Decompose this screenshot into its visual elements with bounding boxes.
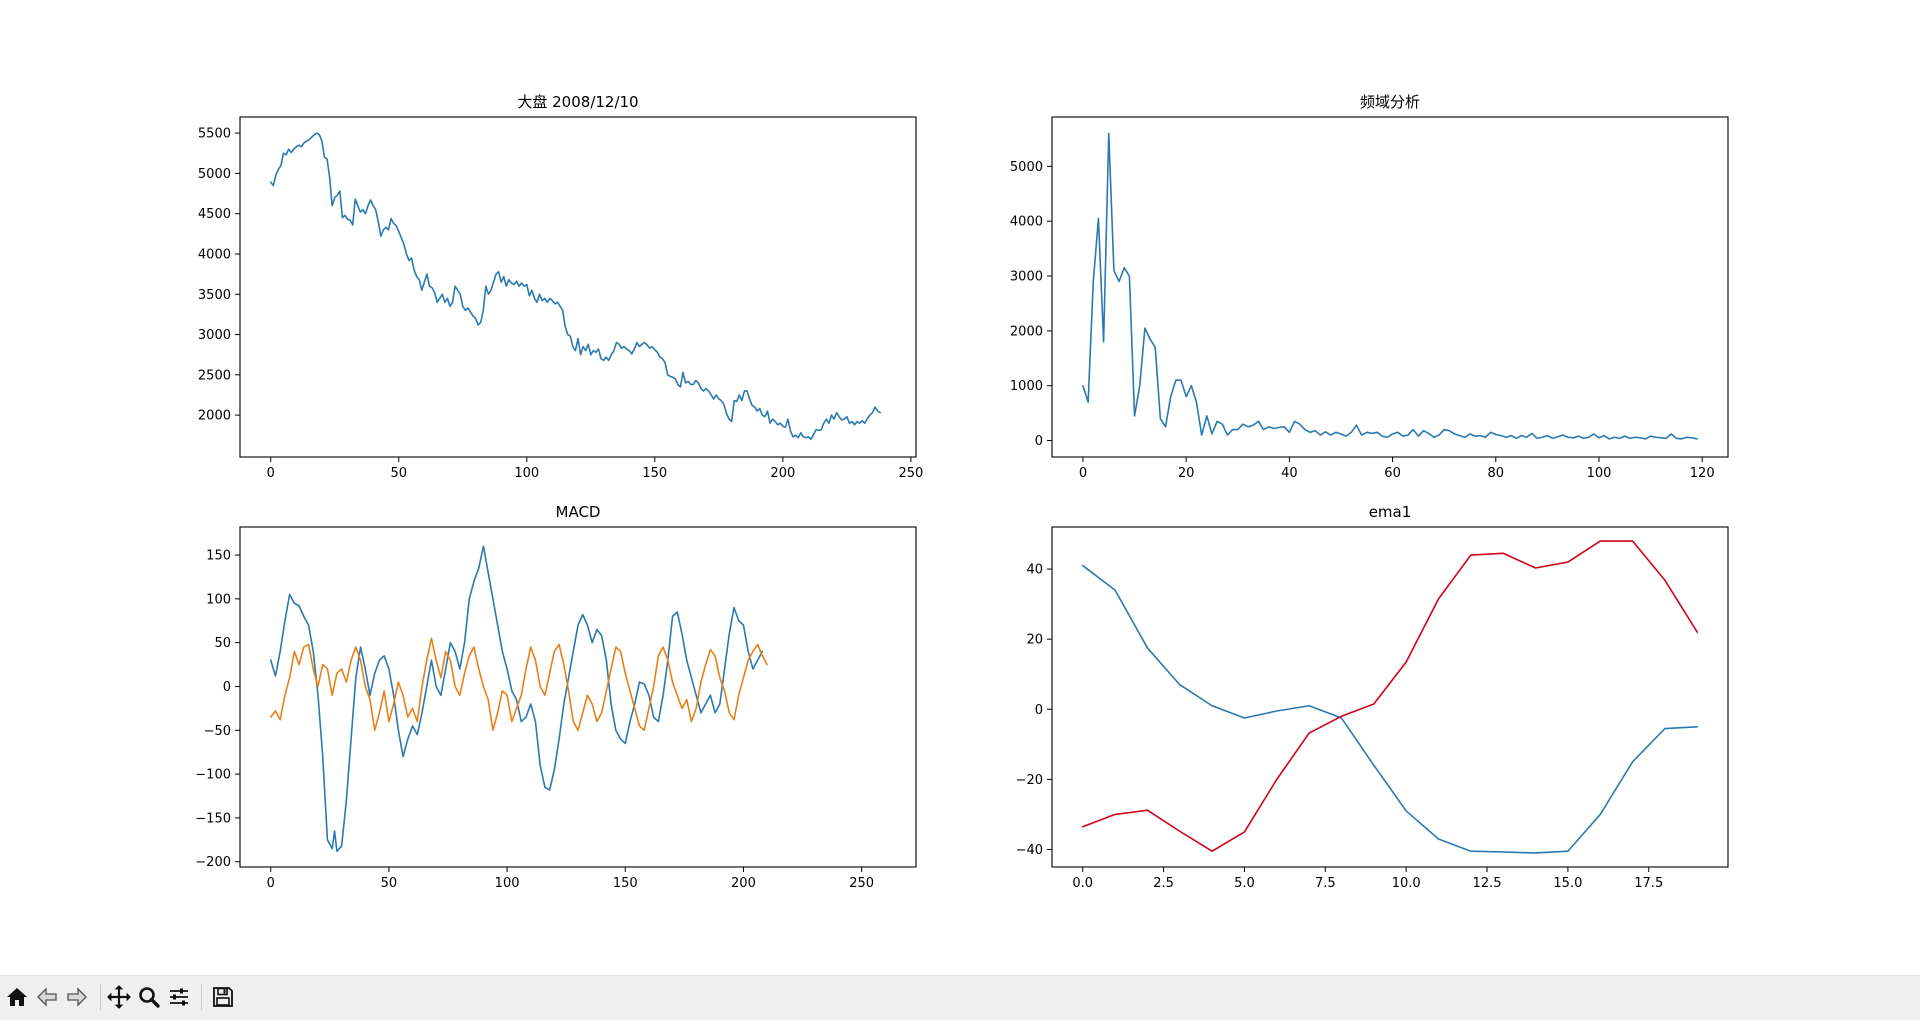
y-tick-label: 50 xyxy=(214,636,231,651)
x-tick-label: 10.0 xyxy=(1392,876,1421,891)
x-tick-label: 250 xyxy=(898,466,923,481)
y-tick-label: −50 xyxy=(204,724,231,739)
sliders-icon xyxy=(170,988,188,1006)
chart-title: 频域分析 xyxy=(1360,93,1420,111)
x-tick-label: 12.5 xyxy=(1473,876,1502,891)
y-tick-label: 5000 xyxy=(198,167,231,182)
y-tick-label: −20 xyxy=(1016,773,1043,788)
x-tick-label: 150 xyxy=(642,466,667,481)
pan-button[interactable] xyxy=(104,982,134,1012)
figure-svg: 0 50 100 150 200 2502000250030003500400045005… xyxy=(195,93,1729,891)
plot-area[interactable] xyxy=(240,117,916,457)
axes-price: 0 50 100 150 200 250 2000 2500 3000 3500 4000 4500 5… xyxy=(198,93,923,481)
x-tick-label: 100 xyxy=(514,466,539,481)
y-tick-label: 0 xyxy=(1035,703,1043,718)
x-tick-label: 200 xyxy=(770,466,795,481)
x-tick-label: 17.5 xyxy=(1634,876,1663,891)
x-tick-label: 40 xyxy=(1281,466,1298,481)
home-icon xyxy=(7,988,27,1006)
x-tick-label: 7.5 xyxy=(1315,876,1336,891)
home-button[interactable] xyxy=(2,982,32,1012)
x-tick-label: 150 xyxy=(613,876,638,891)
x-tick-label: 100 xyxy=(1587,466,1612,481)
x-tick-label: 50 xyxy=(381,876,398,891)
y-tick-label: 4000 xyxy=(198,247,231,262)
y-tick-label: 4000 xyxy=(1010,215,1043,230)
y-tick-label: 3500 xyxy=(198,288,231,303)
series-line-1 xyxy=(1081,564,1699,854)
y-tick-label: 4500 xyxy=(198,207,231,222)
x-tick-label: 80 xyxy=(1488,466,1505,481)
x-tick-label: 0 xyxy=(267,466,275,481)
floppy-disk-icon xyxy=(213,987,233,1007)
y-tick-label: 2500 xyxy=(198,368,231,383)
y-tick-label: 150 xyxy=(206,549,231,564)
y-tick-label: −200 xyxy=(195,855,231,870)
plot-area[interactable] xyxy=(240,527,916,867)
series-line-2 xyxy=(1081,540,1699,853)
axes-frame xyxy=(1051,526,1729,868)
arrow-right-icon xyxy=(67,987,87,1007)
y-tick-label: −100 xyxy=(195,768,231,783)
plot-area[interactable] xyxy=(1052,527,1728,867)
y-tick-label: 3000 xyxy=(198,328,231,343)
x-tick-label: 20 xyxy=(1178,466,1195,481)
x-tick-label: 60 xyxy=(1384,466,1401,481)
x-tick-label: 120 xyxy=(1690,466,1715,481)
y-tick-label: 5000 xyxy=(1010,160,1043,175)
x-tick-label: 0 xyxy=(267,876,275,891)
x-tick-label: 250 xyxy=(849,876,874,891)
figure-canvas: 0 50 100 150 200 250 2000 2500 3000 3500 4000 4500 5… xyxy=(195,93,1729,891)
arrow-left-icon xyxy=(37,987,57,1007)
navigation-toolbar xyxy=(0,975,1920,1020)
y-tick-label: 1000 xyxy=(1010,379,1043,394)
axes-frame xyxy=(1051,116,1729,458)
chart-title: ema1 xyxy=(1369,503,1412,521)
save-button[interactable] xyxy=(208,982,238,1012)
axes-ema1: 0.0 2.5 5.0 7.5 10.0 12.5 15.0 17.5 −40 −20 0 20 40 e… xyxy=(1016,503,1729,891)
chart-title: MACD xyxy=(556,503,601,521)
x-tick-label: 100 xyxy=(495,876,520,891)
plot-area[interactable] xyxy=(1052,117,1728,457)
x-tick-label: 2.5 xyxy=(1153,876,1174,891)
x-tick-label: 0.0 xyxy=(1072,876,1093,891)
zoom-button[interactable] xyxy=(134,982,164,1012)
toolbar-separator xyxy=(100,984,101,1010)
back-button[interactable] xyxy=(32,982,62,1012)
y-tick-label: −150 xyxy=(195,811,231,826)
y-tick-label: −40 xyxy=(1016,843,1043,858)
y-tick-label: 0 xyxy=(223,680,231,695)
y-tick-label: 100 xyxy=(206,592,231,607)
forward-button[interactable] xyxy=(62,982,92,1012)
axes-frame xyxy=(239,116,917,458)
magnifier-icon xyxy=(139,987,160,1008)
x-tick-label: 5.0 xyxy=(1234,876,1255,891)
y-tick-label: 5500 xyxy=(198,127,231,142)
axes-macd: 0 50 100 150 200 250 −200 −150 −100 −50 0 50 100 150 M… xyxy=(195,503,917,891)
x-tick-label: 15.0 xyxy=(1553,876,1582,891)
toolbar-separator xyxy=(201,984,202,1010)
series-line-1 xyxy=(1082,132,1698,440)
series-line-2 xyxy=(269,637,768,732)
chart-title: 大盘 2008/12/10 xyxy=(517,93,638,111)
series-line-1 xyxy=(269,545,764,853)
series-line-1 xyxy=(269,132,881,441)
y-tick-label: 20 xyxy=(1026,633,1043,648)
axes-frame xyxy=(239,526,917,868)
y-tick-label: 2000 xyxy=(1010,324,1043,339)
y-tick-label: 3000 xyxy=(1010,270,1043,285)
y-tick-label: 0 xyxy=(1035,434,1043,449)
x-tick-label: 200 xyxy=(731,876,756,891)
axes-frequency: 0 20 40 60 80 100 120 0 1000 2000 3000 4000 5000 频域分析 xyxy=(1010,93,1729,481)
x-tick-label: 50 xyxy=(390,466,407,481)
y-tick-label: 40 xyxy=(1026,563,1043,578)
configure-subplots-button[interactable] xyxy=(164,982,194,1012)
move-icon xyxy=(107,985,131,1009)
x-tick-label: 0 xyxy=(1079,466,1087,481)
y-tick-label: 2000 xyxy=(198,409,231,424)
